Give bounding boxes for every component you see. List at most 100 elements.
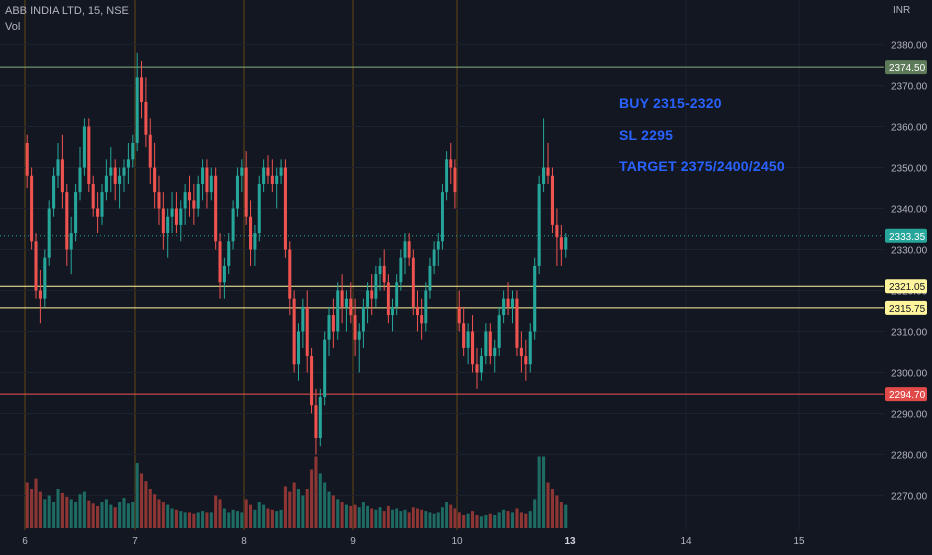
candle-body	[140, 77, 144, 102]
volume-bar	[432, 513, 436, 528]
candle-body	[270, 175, 274, 184]
candle-body	[283, 167, 287, 250]
volume-bar	[497, 512, 501, 528]
price-tick-label: 2370.00	[891, 82, 928, 93]
candle-body	[440, 192, 444, 242]
candle-body	[38, 290, 42, 299]
volume-bar	[209, 512, 213, 528]
candle-body	[100, 192, 104, 217]
volume-bar	[428, 512, 432, 528]
volume-bar	[222, 508, 226, 528]
price-tick-label: 2310.00	[891, 327, 928, 338]
candle-body	[424, 290, 428, 324]
candle-body	[301, 306, 305, 332]
volume-bar	[52, 502, 56, 528]
volume-bar	[118, 502, 122, 528]
volume-bar	[74, 502, 78, 528]
volume-bar	[270, 509, 274, 528]
volume-bar	[292, 482, 296, 528]
candle-body	[395, 282, 399, 307]
level-label-bg	[885, 387, 927, 402]
volume-bar	[148, 489, 152, 528]
time-tick-label: 7	[132, 536, 138, 547]
volume-bar	[157, 499, 161, 528]
candle-body	[432, 249, 436, 266]
volume-bar	[488, 513, 492, 528]
volume-bar	[366, 505, 370, 528]
volume-bar	[183, 512, 187, 528]
candle-body	[475, 364, 479, 373]
volume-bar	[457, 512, 461, 528]
volume-bar	[109, 504, 113, 528]
symbol-title[interactable]: ABB INDIA LTD, 15, NSE	[5, 5, 129, 17]
candle-body	[305, 306, 309, 357]
volume-bar	[231, 509, 235, 528]
candle-body	[374, 274, 378, 299]
candle-body	[187, 192, 192, 201]
candle-body	[205, 167, 209, 193]
volume-bar	[214, 495, 218, 528]
candle-body	[179, 208, 183, 225]
volume-bar	[65, 496, 69, 528]
candle-body	[533, 265, 537, 332]
level-label-bg	[885, 279, 927, 294]
volume-bar	[327, 491, 331, 528]
time-tick-label: 14	[680, 536, 692, 547]
candle-body	[240, 167, 244, 176]
volume-bar	[305, 489, 309, 528]
candle-body	[153, 167, 157, 193]
volume-bar	[253, 509, 257, 528]
volume-bar	[528, 511, 532, 528]
candle-body	[370, 290, 374, 299]
volume-bar	[424, 511, 428, 528]
candle-body	[502, 298, 506, 316]
volume-bar	[537, 456, 541, 528]
candle-body	[126, 159, 130, 168]
volume-bar	[227, 512, 231, 528]
candles[interactable]	[25, 52, 568, 455]
candle-body	[546, 167, 550, 176]
volume-bar	[361, 502, 365, 528]
volume-bar	[374, 509, 378, 528]
price-tick-label: 2290.00	[891, 409, 928, 420]
volume-bar	[510, 512, 515, 528]
candle-body	[69, 233, 73, 250]
volume-bar	[403, 509, 407, 528]
horizontal-levels[interactable]	[0, 66, 884, 395]
candle-body	[524, 356, 528, 365]
volume-bar	[336, 499, 340, 528]
last-price-label: 2333.35	[889, 232, 926, 243]
time-tick-label: 13	[564, 536, 576, 547]
note-stop-loss: SL 2295	[619, 127, 674, 143]
volume-bar	[386, 505, 390, 528]
candle-body	[488, 331, 492, 357]
volume-bar	[140, 473, 144, 528]
time-axis[interactable]: 6 7 8 9 10 13 14 15	[22, 536, 805, 547]
candle-body	[74, 192, 78, 234]
note-buy: BUY 2315-2320	[619, 95, 722, 111]
volume-bar	[174, 509, 178, 528]
volume-bar	[533, 499, 537, 528]
volume-bar	[420, 509, 424, 528]
candle-body	[244, 167, 248, 217]
candle-body	[196, 183, 200, 209]
time-tick-label: 15	[793, 536, 805, 547]
candle-body	[466, 331, 470, 348]
volume-bar	[519, 512, 523, 528]
volume-bar	[179, 511, 183, 528]
candle-body	[407, 241, 411, 258]
candle-body	[104, 175, 108, 193]
volume-bar	[340, 502, 344, 528]
candle-body	[519, 347, 523, 357]
candle-body	[445, 159, 449, 193]
candle-body	[331, 315, 335, 332]
volume-bar	[349, 505, 353, 528]
candle-body	[497, 315, 501, 348]
volume-bar	[382, 511, 386, 528]
volume-bar	[564, 504, 568, 528]
volume-indicator-label[interactable]: Vol	[5, 21, 21, 33]
candle-body	[122, 167, 126, 176]
